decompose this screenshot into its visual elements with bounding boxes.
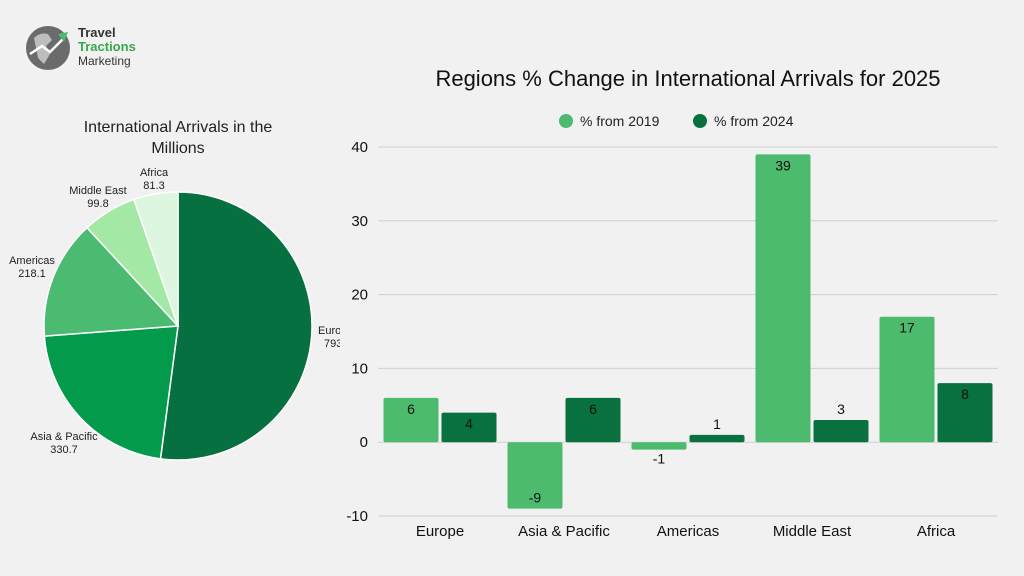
pie-label: Africa xyxy=(140,167,169,179)
bar xyxy=(689,434,745,443)
bar-value-label: 6 xyxy=(589,401,597,417)
bar xyxy=(755,154,811,443)
pie-value-label: 793.5 xyxy=(324,338,340,350)
pie-slice-americas xyxy=(43,226,180,337)
x-tick-label: Europe xyxy=(416,523,464,540)
pie-label: Middle East xyxy=(69,185,126,197)
logo-text: Travel Tractions Marketing xyxy=(78,25,136,69)
bar-bars: 6 4 -9 6 -1 1 39 3 17 8 xyxy=(383,154,993,509)
pie-slice-asia-pacific xyxy=(43,325,179,460)
bar xyxy=(507,442,563,509)
pie-chart: International Arrivals in the Millions E… xyxy=(9,119,340,461)
pie-slice-europe xyxy=(159,191,313,461)
bar-value-label: 17 xyxy=(899,320,915,336)
pie-label: Europe xyxy=(318,325,340,337)
trend-arrow-icon xyxy=(29,37,65,56)
logo xyxy=(26,26,70,70)
bar xyxy=(565,397,621,443)
bar xyxy=(879,316,935,443)
pie-slices xyxy=(43,191,313,461)
bar-value-label: 8 xyxy=(961,386,969,402)
x-tick-label: Middle East xyxy=(773,523,852,540)
bar-chart-title: Regions % Change in International Arriva… xyxy=(435,66,940,91)
bar-value-label: 6 xyxy=(407,401,415,417)
bar-y-ticks: -10 0 10 20 30 40 xyxy=(346,139,368,525)
y-tick-label: 0 xyxy=(360,434,368,451)
x-tick-label: Americas xyxy=(657,523,720,540)
pie-value-label: 99.8 xyxy=(87,198,108,210)
bar xyxy=(937,383,993,443)
pie-slice-africa xyxy=(132,191,179,327)
pie-label: Asia & Pacific xyxy=(30,431,98,443)
bar-value-label: 1 xyxy=(713,416,721,432)
plane-icon xyxy=(58,32,68,42)
bar-grid xyxy=(378,146,998,517)
x-tick-label: Asia & Pacific xyxy=(518,523,610,540)
x-tick-label: Africa xyxy=(917,523,956,540)
y-tick-label: 10 xyxy=(351,360,368,377)
bar-value-label: -9 xyxy=(529,490,542,506)
bar xyxy=(631,442,687,450)
pie-value-label: 330.7 xyxy=(50,444,78,456)
pie-value-label: 81.3 xyxy=(143,180,164,192)
pie-title-line-2: Millions xyxy=(151,140,204,157)
bar xyxy=(441,412,497,443)
pie-label: Americas xyxy=(9,255,55,267)
globe-icon xyxy=(26,26,70,70)
y-tick-label: -10 xyxy=(346,508,368,525)
pie-title-line-1: International Arrivals in the xyxy=(84,119,273,136)
legend-marker xyxy=(559,114,573,128)
logo-line-1: Travel xyxy=(78,25,116,40)
bar-legend: % from 2019 % from 2024 xyxy=(559,113,794,129)
bar-value-label: -1 xyxy=(653,451,666,467)
bar xyxy=(813,420,869,443)
logo-line-3: Marketing xyxy=(78,54,131,68)
bar-chart: Regions % Change in International Arriva… xyxy=(346,66,998,540)
legend-marker xyxy=(693,114,707,128)
globe-land-icon xyxy=(34,33,52,64)
y-tick-label: 20 xyxy=(351,287,368,304)
legend-label: % from 2019 xyxy=(580,113,660,129)
bar-x-labels: Europe Asia & Pacific Americas Middle East A… xyxy=(416,523,956,540)
bar-value-label: 39 xyxy=(775,157,791,173)
logo-line-2: Tractions xyxy=(78,39,136,54)
bar-value-label: 4 xyxy=(465,416,473,432)
y-tick-label: 30 xyxy=(351,213,368,230)
bar-value-label: 3 xyxy=(837,401,845,417)
pie-value-label: 218.1 xyxy=(18,268,46,280)
bar xyxy=(383,397,439,443)
legend-label: % from 2024 xyxy=(714,113,794,129)
y-tick-label: 40 xyxy=(351,139,368,156)
